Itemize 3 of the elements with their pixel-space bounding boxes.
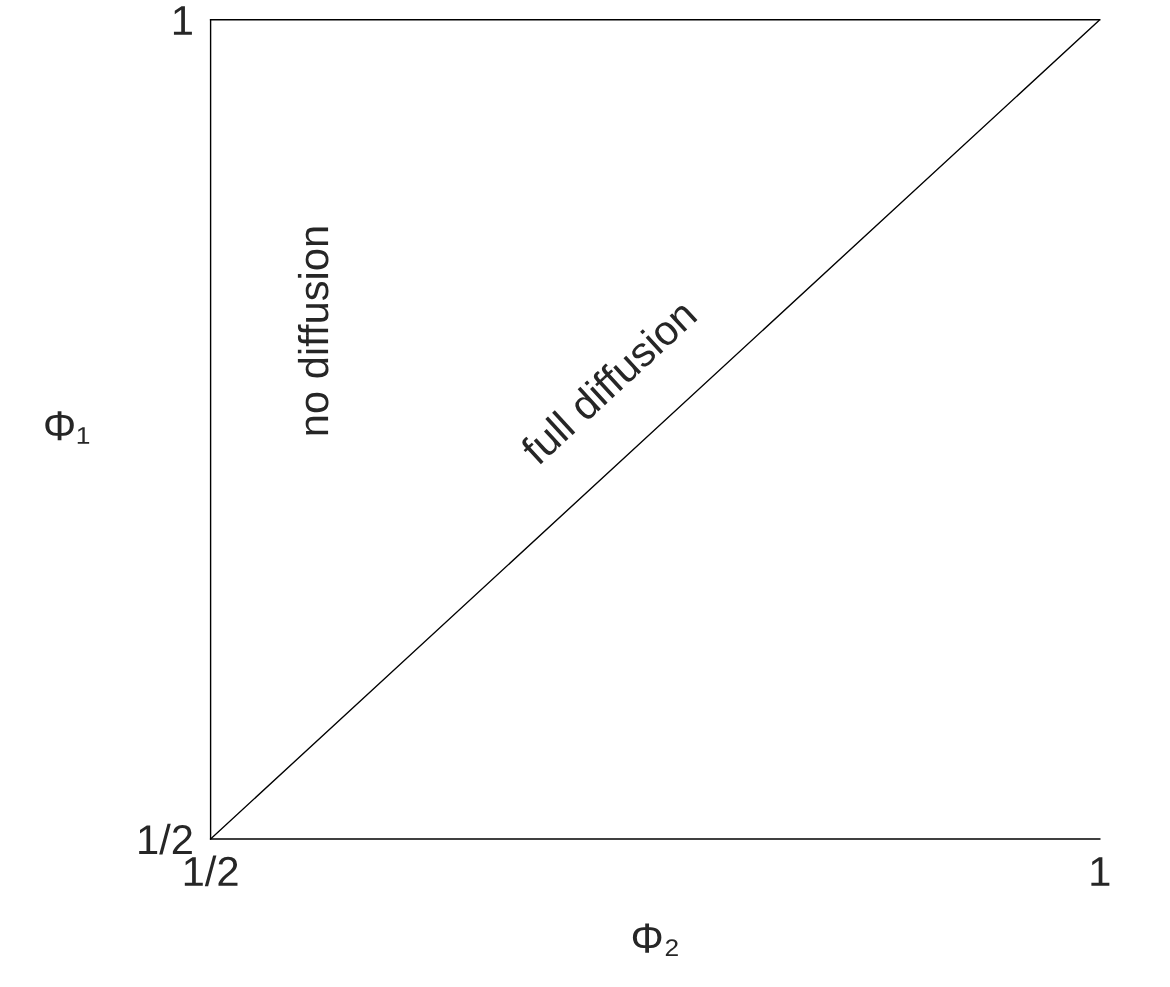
y-axis-title: Φ₁: [45, 411, 90, 444]
annotation: no diffusion: [297, 227, 329, 435]
x-axis-title: Φ₂: [632, 923, 678, 956]
